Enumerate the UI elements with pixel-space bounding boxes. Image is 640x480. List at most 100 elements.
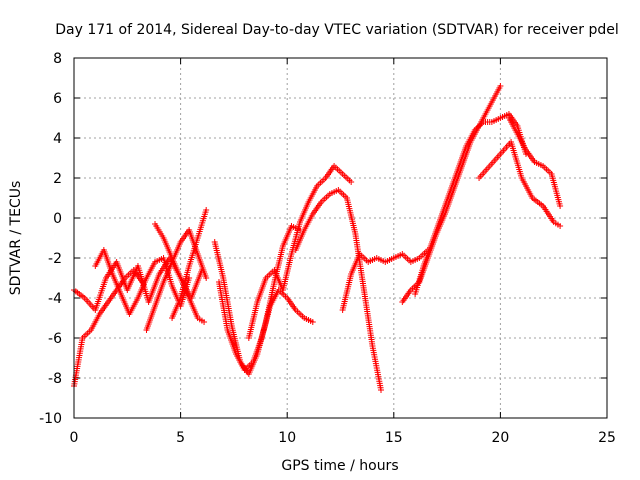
data-trail — [488, 152, 502, 168]
data-trail — [255, 277, 269, 303]
data-trail — [482, 119, 493, 125]
y-tick-label: 6 — [53, 91, 62, 107]
data-trail — [152, 281, 166, 307]
x-axis-label: GPS time / hours — [281, 458, 398, 474]
data-point — [309, 319, 316, 325]
data-trail — [519, 177, 535, 199]
data-trail — [384, 256, 395, 264]
series-satellite-track-5 — [152, 221, 208, 325]
data-point — [203, 207, 210, 213]
data-trail — [250, 337, 264, 363]
x-tick-label: 10 — [278, 430, 296, 446]
data-trail — [485, 93, 499, 111]
data-trail — [154, 256, 165, 264]
data-point — [378, 387, 385, 393]
data-trail — [125, 265, 141, 291]
data-point — [497, 83, 504, 89]
data-trail — [114, 261, 130, 291]
data-trail — [93, 277, 109, 311]
data-trail — [306, 185, 319, 203]
x-tick-label: 5 — [176, 430, 185, 446]
data-trail — [153, 223, 166, 239]
data-point — [203, 275, 210, 281]
data-trail — [303, 316, 314, 324]
data-trail — [315, 176, 327, 188]
data-trail — [280, 253, 294, 291]
data-trail — [409, 256, 421, 264]
data-trail — [135, 277, 149, 299]
y-tick-label: -10 — [39, 411, 62, 427]
data-trail — [401, 252, 413, 264]
data-trail — [169, 297, 183, 319]
data-trail — [169, 257, 183, 279]
data-trail — [289, 221, 303, 255]
data-trail — [515, 133, 528, 151]
data-trail — [499, 112, 510, 120]
y-tick-label: 0 — [53, 211, 62, 227]
data-trail — [337, 188, 349, 200]
grid-lines — [74, 58, 607, 418]
data-trail — [361, 289, 376, 347]
data-trail — [195, 253, 209, 279]
data-point — [557, 203, 564, 209]
x-tick-label: 15 — [385, 430, 403, 446]
data-trail — [507, 112, 520, 128]
data-trail — [144, 305, 158, 331]
data-trail — [285, 296, 298, 312]
data-trail — [392, 252, 404, 260]
x-tick-label: 0 — [70, 430, 79, 446]
data-trail — [196, 316, 205, 324]
data-trail — [328, 188, 340, 196]
data-trail — [412, 265, 426, 295]
y-tick-label: 8 — [53, 51, 62, 67]
series-satellite-track-9 — [245, 163, 355, 341]
data-trail — [367, 256, 378, 264]
data-trail — [429, 217, 443, 243]
data-point — [186, 275, 193, 281]
data-trail — [344, 197, 358, 235]
data-trail — [225, 329, 239, 355]
data-trail — [311, 200, 324, 216]
data-trail — [421, 241, 435, 267]
data-trail — [455, 145, 469, 171]
y-tick-label: -2 — [48, 251, 62, 267]
series-satellite-track-8 — [215, 279, 316, 373]
series-satellite-track-13 — [412, 111, 529, 297]
data-trail — [161, 237, 175, 259]
data-trail — [541, 204, 556, 224]
data-trail — [524, 148, 537, 164]
data-trail — [186, 297, 200, 319]
data-trail — [186, 237, 200, 267]
data-trail — [259, 305, 273, 339]
data-trail — [106, 288, 119, 304]
data-trail — [161, 261, 175, 283]
data-trail — [293, 229, 307, 251]
data-trail — [541, 164, 553, 176]
data-trail — [477, 164, 492, 180]
data-trail — [216, 281, 231, 331]
series-satellite-track-14 — [476, 139, 564, 229]
data-trail — [533, 160, 544, 168]
data-trail — [464, 129, 477, 147]
data-trail — [146, 273, 162, 303]
data-trail — [277, 288, 289, 300]
data-point — [557, 223, 564, 229]
data-trail — [97, 300, 110, 316]
data-trail — [101, 249, 115, 275]
plot-frame — [73, 57, 608, 419]
data-trail — [178, 265, 192, 299]
data-trail — [212, 241, 226, 279]
series-satellite-track-3 — [92, 247, 193, 317]
series-satellite-track-1 — [71, 267, 146, 389]
data-trail — [302, 213, 315, 231]
data-trail — [144, 261, 157, 279]
data-trail — [358, 252, 370, 264]
data-trail — [340, 273, 354, 311]
data-trail — [341, 172, 353, 184]
data-point — [348, 179, 355, 185]
data-trail — [71, 361, 81, 387]
axis-ticks: 0 5 10 15 20 25 -10 -8 -6 -4 -2 0 2 4 6 8 — [39, 51, 616, 446]
y-tick-label: -4 — [48, 291, 62, 307]
data-trail — [280, 225, 294, 247]
